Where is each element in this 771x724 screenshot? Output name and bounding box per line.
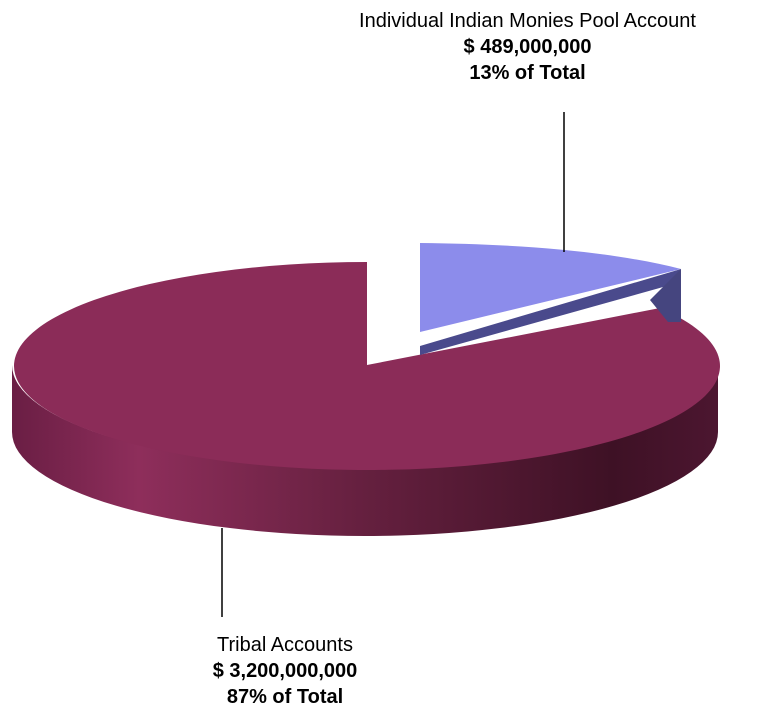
iim-slice-label: Individual Indian Monies Pool Account $ … bbox=[290, 8, 765, 86]
tribal-slice-top bbox=[13, 262, 720, 470]
iim-slice-side bbox=[420, 269, 681, 355]
iim-slice-side-edge bbox=[650, 269, 681, 322]
tribal-slice-value: $ 3,200,000,000 bbox=[212, 660, 358, 682]
tribal-slice-name: Tribal Accounts bbox=[217, 634, 353, 656]
tribal-slice-side bbox=[12, 365, 718, 536]
iim-slice-value: $ 489,000,000 bbox=[463, 36, 592, 58]
tribal-slice-percent: 87% of Total bbox=[226, 686, 344, 708]
iim-slice-top bbox=[420, 243, 681, 332]
tribal-slice-label: Tribal Accounts $ 3,200,000,000 87% of T… bbox=[130, 632, 440, 710]
iim-slice-percent: 13% of Total bbox=[469, 62, 586, 84]
iim-slice-name: Individual Indian Monies Pool Account bbox=[359, 10, 696, 32]
